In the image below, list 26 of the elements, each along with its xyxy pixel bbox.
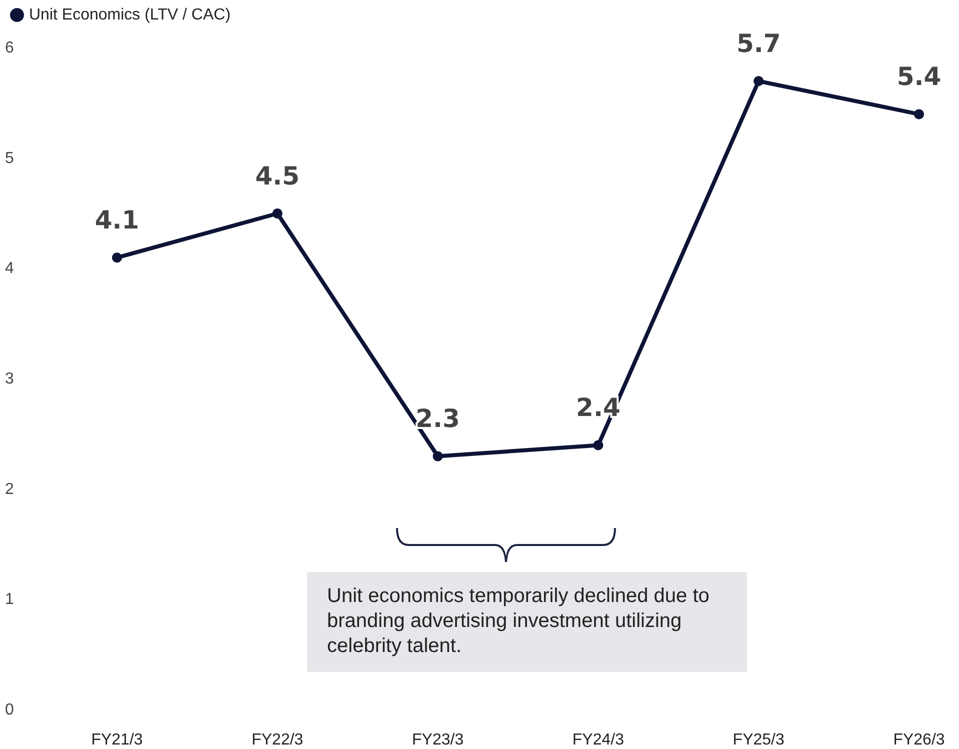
x-tick-label: FY26/3 — [893, 732, 945, 748]
point — [432, 451, 443, 462]
x-tick-label: FY23/3 — [412, 732, 464, 748]
x-tick-label: FY22/3 — [252, 732, 304, 748]
point — [914, 109, 924, 120]
data-label: 2.3 — [416, 404, 460, 434]
y-tick-label: 2 — [5, 480, 14, 498]
y-tick-label: 5 — [5, 150, 14, 167]
point — [754, 76, 764, 86]
data-label: 5.7 — [736, 29, 781, 58]
y-tick-label: 6 — [5, 40, 14, 56]
y-tick-label: 3 — [5, 370, 14, 388]
point — [272, 208, 282, 218]
x-tick-label: FY21/3 — [91, 732, 143, 748]
y-tick-label: 0 — [5, 702, 14, 718]
data-label: 4.5 — [255, 162, 300, 190]
point — [112, 252, 122, 263]
x-tick-label: FY25/3 — [732, 732, 784, 748]
y-tick-label: 4 — [5, 260, 14, 278]
data-label: 4.1 — [94, 206, 140, 235]
legend-label: Unit Economics (LTV / CAC) — [29, 6, 231, 24]
point — [593, 440, 604, 450]
y-tick-label: 1 — [5, 591, 14, 608]
x-tick-label: FY24/3 — [572, 732, 624, 748]
note-box: Unit economics temporarily declined due to branding advertising investment utilizing celebrity talent. — [307, 572, 747, 672]
data-label: 5.4 — [896, 62, 942, 92]
